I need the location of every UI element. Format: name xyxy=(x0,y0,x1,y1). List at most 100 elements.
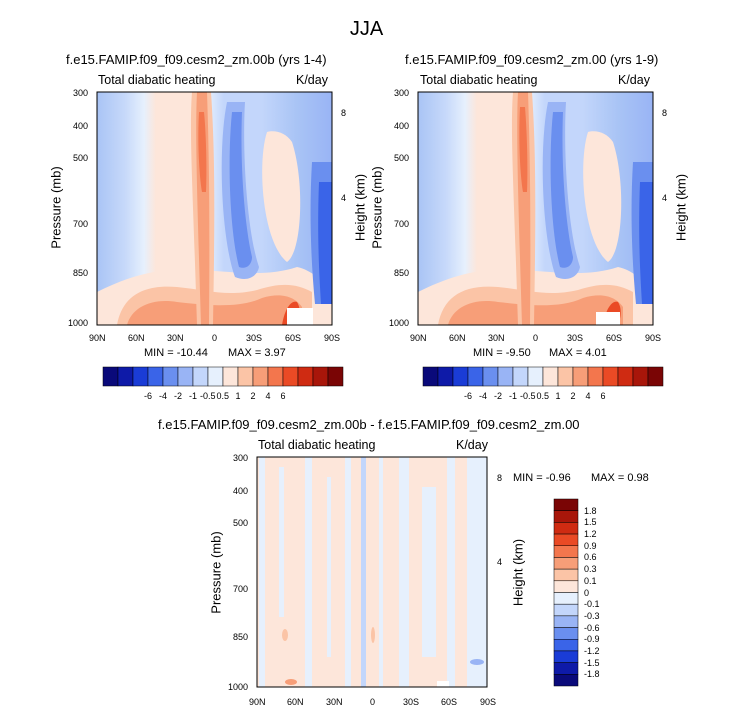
panel2-x-tick: 30N xyxy=(488,333,505,343)
colorbar-2-label: -4 xyxy=(479,391,488,401)
colorbar-1-label: 0.5 xyxy=(216,391,230,401)
colorbar-swatch xyxy=(147,366,164,387)
panel1-y-tick: 850 xyxy=(73,268,89,278)
colorbar-swatch xyxy=(222,366,239,387)
panel1-x-tick: 0 xyxy=(212,333,218,343)
panel3-missing-region xyxy=(437,681,449,687)
colorbar-swatch xyxy=(553,603,579,617)
colorbar-1-label: -2 xyxy=(174,391,183,401)
colorbar-diff-label: -0.6 xyxy=(584,622,600,633)
colorbar-swatch xyxy=(553,580,579,593)
colorbar-swatch xyxy=(482,366,499,387)
colorbar-swatch xyxy=(553,545,579,558)
colorbar-swatch xyxy=(467,366,484,387)
colorbar-swatch xyxy=(102,366,119,387)
panel2-midlat-warm xyxy=(583,131,622,262)
colorbar-1-label: -0.5 xyxy=(200,391,216,401)
colorbar-swatch xyxy=(553,498,579,511)
colorbar-swatch xyxy=(267,366,284,387)
colorbar-1-label: 1 xyxy=(235,391,241,401)
panel1-y-tick: 300 xyxy=(73,88,89,98)
panel1-y-axis-title: Pressure (mb) xyxy=(48,166,64,249)
panel3-neg-streak xyxy=(399,457,409,687)
colorbar-swatch xyxy=(617,366,634,387)
panel2-variable-label: Total diabatic heating xyxy=(420,73,538,87)
colorbar-diff-label: -0.1 xyxy=(584,599,600,610)
colorbar-swatch xyxy=(512,366,529,387)
panel3-neg-streak xyxy=(345,457,351,687)
panel1-units-label: K/day xyxy=(296,73,328,87)
panel2-x-tick: 60N xyxy=(449,333,466,343)
colorbar-swatch xyxy=(327,366,344,387)
colorbar-1-label: 6 xyxy=(280,391,286,401)
panel3-pos-spot xyxy=(285,679,297,685)
colorbar-diff-label: 1.2 xyxy=(584,529,597,540)
panel2-max-label: MAX = 4.01 xyxy=(549,347,607,359)
panel3-x-tick: 60S xyxy=(441,697,458,707)
colorbar-2-label: 6 xyxy=(600,391,606,401)
panel2-contour-plot xyxy=(417,91,654,326)
colorbar-diff-label: 0 xyxy=(584,587,590,598)
panel1-y2-axis-title: Height (km) xyxy=(352,173,368,242)
colorbar-swatch xyxy=(647,366,664,387)
colorbar-swatch xyxy=(312,366,329,387)
panel1-cooling-1 xyxy=(229,112,252,268)
panel2-y2-axis-title: Height (km) xyxy=(673,173,689,242)
panel3-title: f.e15.FAMIP.f09_f09.cesm2_zm.00b - f.e15… xyxy=(158,417,580,432)
colorbar-swatch xyxy=(282,366,299,387)
figure-title: JJA xyxy=(349,18,384,40)
colorbar-swatch xyxy=(207,366,224,387)
panel3-neg-streak xyxy=(447,457,455,687)
panel2-x-tick: 90N xyxy=(410,333,427,343)
panel3-x-tick: 60N xyxy=(287,697,304,707)
panel3-variable-label: Total diabatic heating xyxy=(258,438,376,452)
panel3-y2-tick: 8 xyxy=(497,473,503,483)
colorbar-swatch xyxy=(602,366,619,387)
colorbar-swatch xyxy=(177,366,194,387)
panel3-neg-streak xyxy=(379,457,383,687)
panel3-frame xyxy=(256,456,488,688)
panel3-x-tick: 90N xyxy=(249,697,266,707)
panel3-y-tick: 400 xyxy=(233,486,249,496)
colorbar-swatch xyxy=(437,366,454,387)
panel2-x-tick: 60S xyxy=(606,333,623,343)
panel3-pos-spot xyxy=(282,629,288,641)
colorbar-2-label: -2 xyxy=(494,391,503,401)
panel3-x-tick: 30S xyxy=(403,697,420,707)
colorbar-1 xyxy=(102,366,344,387)
panel2-frame xyxy=(417,91,654,326)
panel3-neg-streak xyxy=(279,467,284,617)
colorbar-swatch xyxy=(297,366,314,387)
colorbar-2-label: 4 xyxy=(585,391,591,401)
colorbar-swatch xyxy=(632,366,649,387)
panel1-y-tick: 500 xyxy=(73,153,89,163)
colorbar-diff-label: 0.9 xyxy=(584,540,597,551)
colorbar-diff-label: -1.2 xyxy=(584,645,600,656)
panel3-x-tick: 0 xyxy=(370,697,376,707)
panel3-neg-streak xyxy=(305,457,312,687)
panel1-midlat-warm xyxy=(262,131,301,262)
colorbar-swatch xyxy=(192,366,209,387)
colorbar-swatch xyxy=(237,366,254,387)
colorbar-swatch xyxy=(557,366,574,387)
panel1-missing-region xyxy=(287,308,313,325)
panel3-units-label: K/day xyxy=(456,438,488,452)
colorbar-swatch xyxy=(553,662,579,675)
panel3-y2-tick: 4 xyxy=(497,557,503,567)
panel2-cooling-1 xyxy=(550,112,573,268)
panel2-y-tick: 400 xyxy=(394,121,410,131)
panel2-units-label: K/day xyxy=(618,73,650,87)
panel1-y2-tick: 8 xyxy=(341,108,347,118)
panel3-min-label: MIN = -0.96 xyxy=(513,472,571,484)
panel3-neg-spot xyxy=(470,659,484,665)
colorbar-1-label: -6 xyxy=(144,391,153,401)
panel1-frame xyxy=(96,91,333,326)
colorbar-swatch xyxy=(587,366,604,387)
colorbar-swatch xyxy=(553,592,579,605)
panel1-min-label: MIN = -10.44 xyxy=(144,347,208,359)
colorbar-1-label: -1 xyxy=(189,391,198,401)
panel1-itcz-2 xyxy=(198,112,207,192)
panel2-itcz-2 xyxy=(519,107,528,192)
panel3-x-tick: 90S xyxy=(480,697,497,707)
colorbar-diff-label: -0.3 xyxy=(584,610,600,621)
